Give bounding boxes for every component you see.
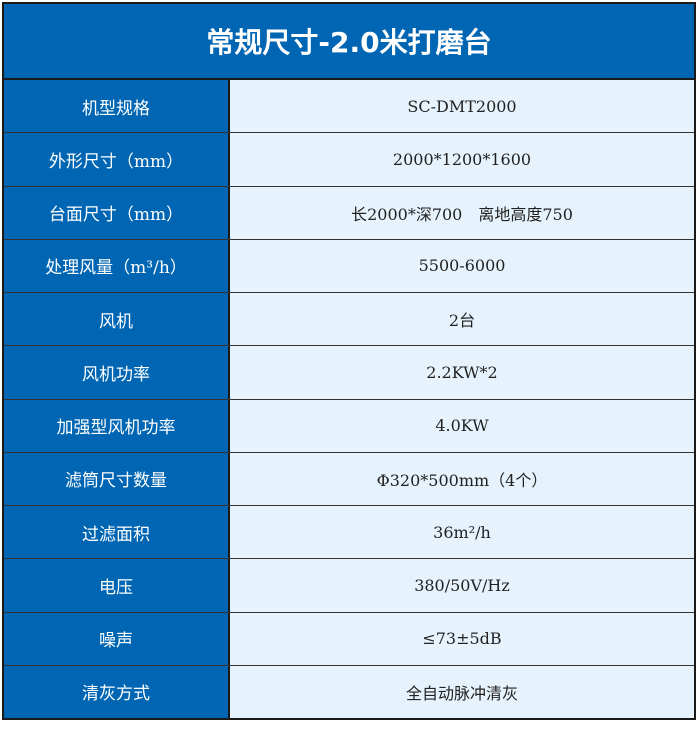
spec-label: 风机功率 <box>4 346 230 399</box>
table-row: 风机 2台 <box>4 293 694 347</box>
spec-value: 5500-6000 <box>230 239 694 292</box>
table-row: 外形尺寸（mm） 2000*1200*1600 <box>4 133 694 187</box>
spec-value: 2000*1200*1600 <box>230 133 694 186</box>
spec-value: Φ320*500mm（4个） <box>230 452 694 505</box>
spec-value: 2台 <box>230 293 694 346</box>
spec-value: 380/50V/Hz <box>230 559 694 612</box>
table-row: 处理风量（m³/h） 5500-6000 <box>4 239 694 293</box>
table-row: 过滤面积 36m²/h <box>4 506 694 560</box>
spec-label: 过滤面积 <box>4 506 230 559</box>
spec-label: 滤筒尺寸数量 <box>4 452 230 505</box>
spec-value: 长2000*深700 离地高度750 <box>230 186 694 239</box>
spec-value: SC-DMT2000 <box>230 80 694 133</box>
table-row: 加强型风机功率 4.0KW <box>4 399 694 453</box>
table-row: 清灰方式 全自动脉冲清灰 <box>4 665 694 718</box>
spec-label: 台面尺寸（mm） <box>4 186 230 239</box>
table-row: 噪声 ≤73±5dB <box>4 612 694 666</box>
spec-label: 风机 <box>4 293 230 346</box>
spec-label: 清灰方式 <box>4 665 230 718</box>
table-row: 滤筒尺寸数量 Φ320*500mm（4个） <box>4 452 694 506</box>
spec-value: ≤73±5dB <box>230 612 694 665</box>
spec-label: 电压 <box>4 559 230 612</box>
spec-table: 常规尺寸-2.0米打磨台 机型规格 SC-DMT2000 外形尺寸（mm） 2000*… <box>2 2 696 720</box>
table-row: 台面尺寸（mm） 长2000*深700 离地高度750 <box>4 186 694 240</box>
spec-value: 全自动脉冲清灰 <box>230 665 694 718</box>
spec-label: 外形尺寸（mm） <box>4 133 230 186</box>
table-row: 电压 380/50V/Hz <box>4 559 694 613</box>
table-row: 机型规格 SC-DMT2000 <box>4 80 694 134</box>
spec-value: 4.0KW <box>230 399 694 452</box>
spec-value: 36m²/h <box>230 506 694 559</box>
spec-label: 处理风量（m³/h） <box>4 239 230 292</box>
table-title: 常规尺寸-2.0米打磨台 <box>4 4 694 80</box>
spec-label: 加强型风机功率 <box>4 399 230 452</box>
spec-value: 2.2KW*2 <box>230 346 694 399</box>
table-row: 风机功率 2.2KW*2 <box>4 346 694 400</box>
spec-label: 机型规格 <box>4 80 230 133</box>
spec-label: 噪声 <box>4 612 230 665</box>
